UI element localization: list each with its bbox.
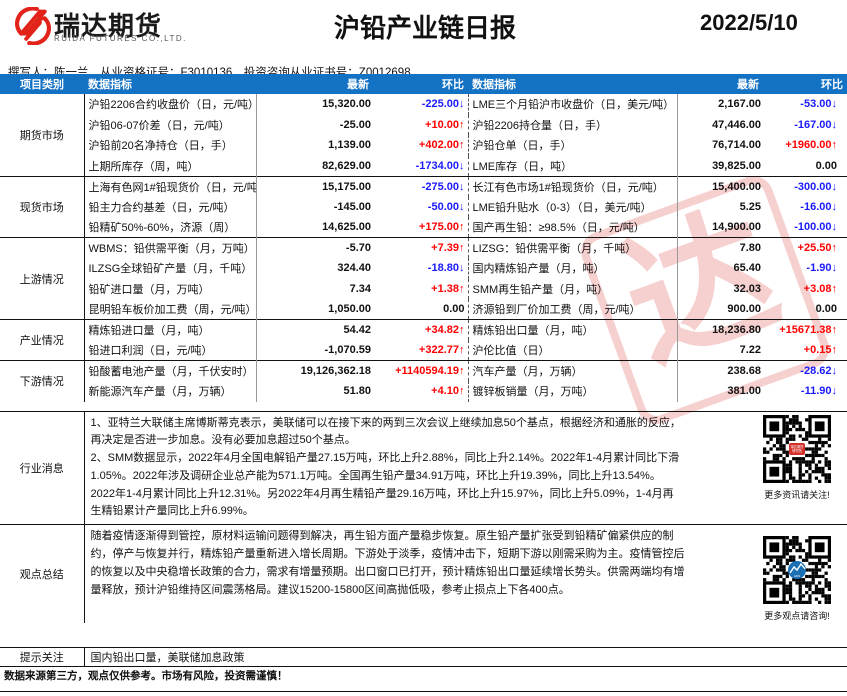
svg-text:ADS: ADS	[794, 574, 800, 578]
svg-text:研究院: 研究院	[792, 448, 802, 453]
